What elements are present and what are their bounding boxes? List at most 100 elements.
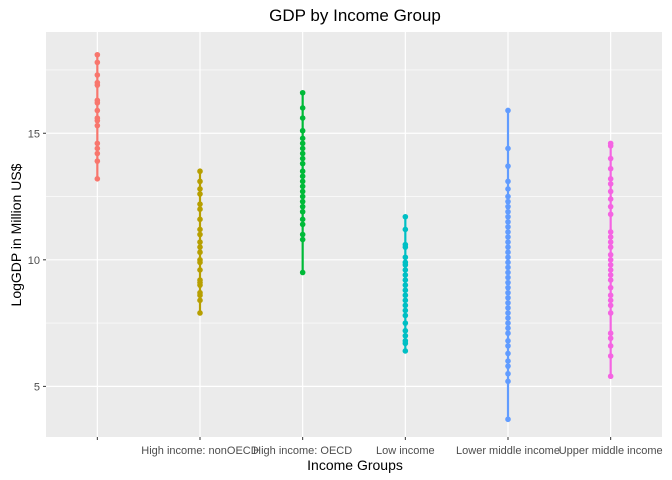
data-point — [402, 327, 409, 334]
data-point — [299, 183, 306, 190]
data-point — [299, 188, 306, 195]
data-point — [94, 145, 101, 152]
data-point — [505, 300, 511, 306]
data-point — [197, 292, 203, 299]
data-point — [505, 370, 511, 377]
data-point — [505, 219, 511, 225]
y-tick-label: 15 — [28, 128, 40, 140]
data-point — [607, 343, 614, 349]
data-point — [197, 239, 203, 245]
data-point — [607, 229, 614, 235]
x-tick-label: High income: nonOECD — [141, 445, 258, 457]
data-point — [299, 208, 306, 215]
data-point — [505, 254, 511, 261]
data-point — [505, 244, 511, 250]
data-point — [607, 353, 614, 359]
data-point — [505, 239, 511, 245]
data-point — [505, 305, 511, 311]
data-point — [299, 140, 306, 147]
data-point — [299, 105, 306, 111]
data-point — [197, 231, 203, 238]
data-point — [607, 262, 614, 268]
data-point — [402, 297, 409, 304]
data-point — [402, 307, 409, 314]
data-point — [402, 332, 409, 339]
data-point — [299, 269, 306, 276]
data-point — [607, 196, 614, 202]
data-point — [505, 330, 511, 337]
data-point — [197, 201, 203, 207]
data-point — [607, 211, 614, 218]
data-point — [505, 264, 511, 271]
series-group — [299, 89, 306, 276]
data-point — [505, 178, 511, 185]
data-point — [94, 176, 101, 182]
data-point — [505, 234, 511, 240]
data-point — [402, 272, 409, 278]
data-point — [402, 287, 409, 293]
data-point — [607, 277, 614, 283]
data-point — [197, 259, 203, 266]
data-point — [299, 193, 306, 200]
data-point — [402, 262, 409, 268]
data-point — [197, 206, 203, 212]
data-point — [402, 267, 409, 273]
data-point — [299, 115, 306, 121]
data-point — [607, 188, 614, 195]
data-point — [505, 315, 511, 321]
data-point — [607, 302, 614, 309]
data-point — [607, 244, 614, 250]
data-point — [402, 254, 409, 261]
y-axis: 5 10 15 — [28, 128, 46, 393]
data-point — [607, 239, 614, 245]
data-point — [94, 140, 101, 147]
data-point — [94, 122, 101, 129]
series-group — [607, 140, 614, 380]
y-tick-label: 5 — [34, 381, 40, 393]
data-point — [299, 160, 306, 167]
y-axis-title: LogGDP in Million US$ — [8, 163, 24, 306]
series-group — [402, 213, 409, 354]
data-point — [505, 208, 511, 215]
data-point — [197, 191, 203, 197]
x-tick-label: Low income — [376, 445, 435, 457]
data-point — [505, 363, 511, 369]
data-point — [505, 274, 511, 281]
series-layer — [94, 51, 614, 423]
data-point — [505, 259, 511, 266]
x-axis-title: Income Groups — [307, 457, 403, 473]
data-point — [505, 294, 511, 301]
data-point — [402, 340, 409, 347]
data-point — [505, 193, 511, 200]
data-point — [607, 234, 614, 240]
data-point — [505, 163, 511, 169]
data-point — [197, 186, 203, 192]
data-point — [505, 198, 511, 205]
data-point — [505, 320, 511, 326]
data-point — [607, 272, 614, 278]
data-point — [505, 416, 511, 423]
data-point — [607, 176, 614, 182]
data-point — [299, 89, 306, 96]
data-point — [94, 117, 101, 124]
data-point — [402, 348, 409, 354]
data-point — [402, 213, 409, 220]
data-point — [607, 143, 614, 149]
data-point — [94, 59, 101, 66]
data-point — [402, 226, 409, 233]
data-point — [197, 216, 203, 223]
data-point — [197, 226, 203, 233]
x-tick-label: High income: OECD — [253, 445, 352, 457]
data-point — [607, 155, 614, 162]
data-point — [402, 320, 409, 326]
chart-title: GDP by Income Group — [269, 6, 441, 25]
data-point — [94, 51, 101, 58]
data-point — [505, 279, 511, 286]
data-point — [505, 325, 511, 331]
data-point — [505, 249, 511, 256]
data-point — [607, 165, 614, 172]
data-point — [299, 173, 306, 180]
data-point — [197, 310, 203, 316]
series-group — [94, 51, 101, 182]
